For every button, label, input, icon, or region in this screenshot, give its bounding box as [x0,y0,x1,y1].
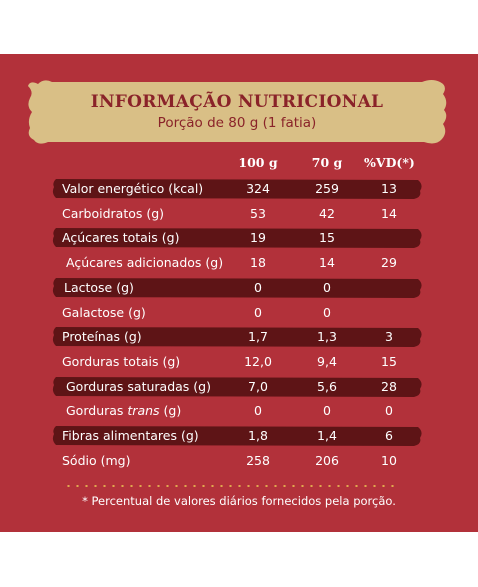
row-value-v100: 0 [254,279,262,295]
row-value-v100: 12,0 [244,353,272,369]
row-label: Fibras alimentares (g) [62,428,199,443]
nutrition-row: Gorduras trans (g) 0 0 0 [0,399,478,423]
row-value-v70: 42 [319,205,335,221]
row-value-vd: 28 [381,378,397,394]
row-label: Gorduras saturadas (g) [66,378,211,394]
row-label: Carboidratos (g) [62,205,165,221]
row-value-v100: 258 [246,452,270,468]
banner-shape [28,80,447,144]
row-label: Gorduras trans (g) [66,403,182,419]
dotted-divider [64,485,394,487]
row-value-v100: 53 [250,205,266,221]
nutrition-row: Valor energético (kcal) 324 259 13 [0,177,478,201]
nutrition-row: Gorduras totais (g) 12,0 9,4 15 [0,350,478,374]
row-shade [52,376,422,397]
row-value-v70: 15 [319,230,335,246]
row-shade [52,327,422,348]
row-value-v70: 259 [315,181,339,196]
row-label: Açúcares adicionados (g) [66,255,224,271]
row-value-vd: 14 [381,205,397,221]
row-value-vd: 0 [385,403,393,419]
row-label: Valor energético (kcal) [62,181,204,196]
row-shade [52,277,422,298]
row-value-vd: 3 [385,329,393,345]
nutrition-row: Lactose (g) 0 0 [0,276,478,300]
row-value-v70: 1,4 [317,428,337,443]
row-value-v100: 0 [254,403,262,419]
nutrition-row: Galactose (g) 0 0 [0,301,478,325]
row-value-v100: 7,0 [248,378,268,394]
row-value-v100: 1,7 [248,329,268,345]
nutrition-row: Açúcares totais (g) 19 15 [0,226,478,250]
nutrition-row: Gorduras saturadas (g) 7,0 5,6 28 [0,375,478,399]
row-shade [52,426,422,446]
row-value-v70: 206 [315,452,339,468]
row-value-v70: 5,6 [317,378,337,394]
row-value-vd: 6 [385,428,393,443]
row-value-v70: 14 [319,255,335,271]
row-label: Proteínas (g) [62,329,142,345]
footnote: * Percentual de valores diários fornecid… [82,494,396,508]
row-value-vd: 13 [381,181,397,196]
nutrition-row: Sódio (mg) 258 206 10 [0,449,478,473]
nutrition-row: Proteínas (g) 1,7 1,3 3 [0,325,478,349]
column-header-100g: 100 g [238,155,278,170]
banner-title: INFORMAÇÃO NUTRICIONAL [90,92,384,112]
row-value-vd: 29 [381,255,397,271]
row-value-vd: 10 [381,452,397,468]
row-value-v100: 18 [250,255,266,271]
row-value-v100: 1,8 [248,428,268,443]
row-label: Galactose (g) [62,304,146,320]
row-value-vd: 15 [381,353,397,369]
column-header-vd: %VD(*) [364,155,415,170]
row-value-v100: 324 [246,181,270,196]
nutrition-row: Carboidratos (g) 53 42 14 [0,202,478,226]
row-value-v70: 0 [323,279,331,295]
row-label: Sódio (mg) [62,452,131,468]
row-value-v100: 0 [254,304,262,320]
banner-subtitle: Porção de 80 g (1 fatia) [157,115,317,131]
row-value-v70: 0 [323,304,331,320]
nutrition-row: Açúcares adicionados (g) 18 14 29 [0,251,478,275]
row-shade [52,228,422,249]
row-value-v70: 9,4 [317,353,337,369]
nutrition-row: Fibras alimentares (g) 1,8 1,4 6 [0,424,478,448]
nutrition-panel: INFORMAÇÃO NUTRICIONAL Porção de 80 g (1… [0,54,478,532]
row-label: Lactose (g) [64,279,134,295]
row-value-v70: 0 [323,403,331,419]
row-value-v100: 19 [250,230,266,246]
column-header-70g: 70 g [311,155,343,170]
row-shade [52,179,422,199]
row-value-v70: 1,3 [317,329,337,345]
row-label: Açúcares totais (g) [62,230,180,246]
row-label: Gorduras totais (g) [62,353,181,369]
